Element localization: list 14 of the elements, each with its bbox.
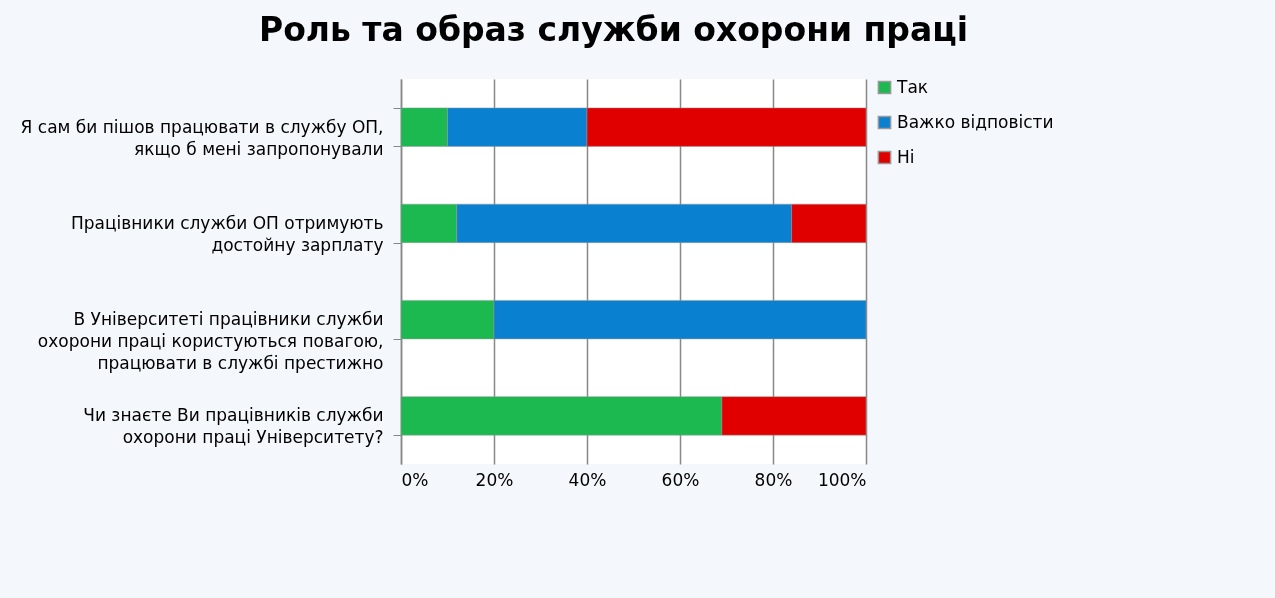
x-tick-label: 100% bbox=[817, 469, 867, 490]
y-tick-label: Працівники служби ОП отримують достойну зарплату bbox=[70, 212, 384, 255]
y-tick-label: Чи знаєте Ви працівників служби охорони праці Університету? bbox=[83, 405, 384, 448]
legend-label: Важко відповісти bbox=[897, 111, 1054, 132]
x-tick-label: 20% bbox=[475, 469, 514, 490]
chart-title: Роль та образ служби охорони праці bbox=[258, 10, 969, 49]
legend-label: Так bbox=[896, 76, 929, 97]
x-tick-label: 0% bbox=[401, 469, 429, 490]
y-tick-label: В Університеті працівники служби охорони праці користуються повагою, працювати в службі престижно bbox=[37, 309, 384, 374]
legend-label: Ні bbox=[897, 146, 915, 167]
x-tick-label: 40% bbox=[568, 469, 607, 490]
x-tick-label: 60% bbox=[661, 469, 700, 490]
y-tick-label: Я сам би пішов працювати в службу ОП, якщо б мені запропонували bbox=[20, 116, 384, 159]
x-tick-label: 80% bbox=[754, 469, 793, 490]
